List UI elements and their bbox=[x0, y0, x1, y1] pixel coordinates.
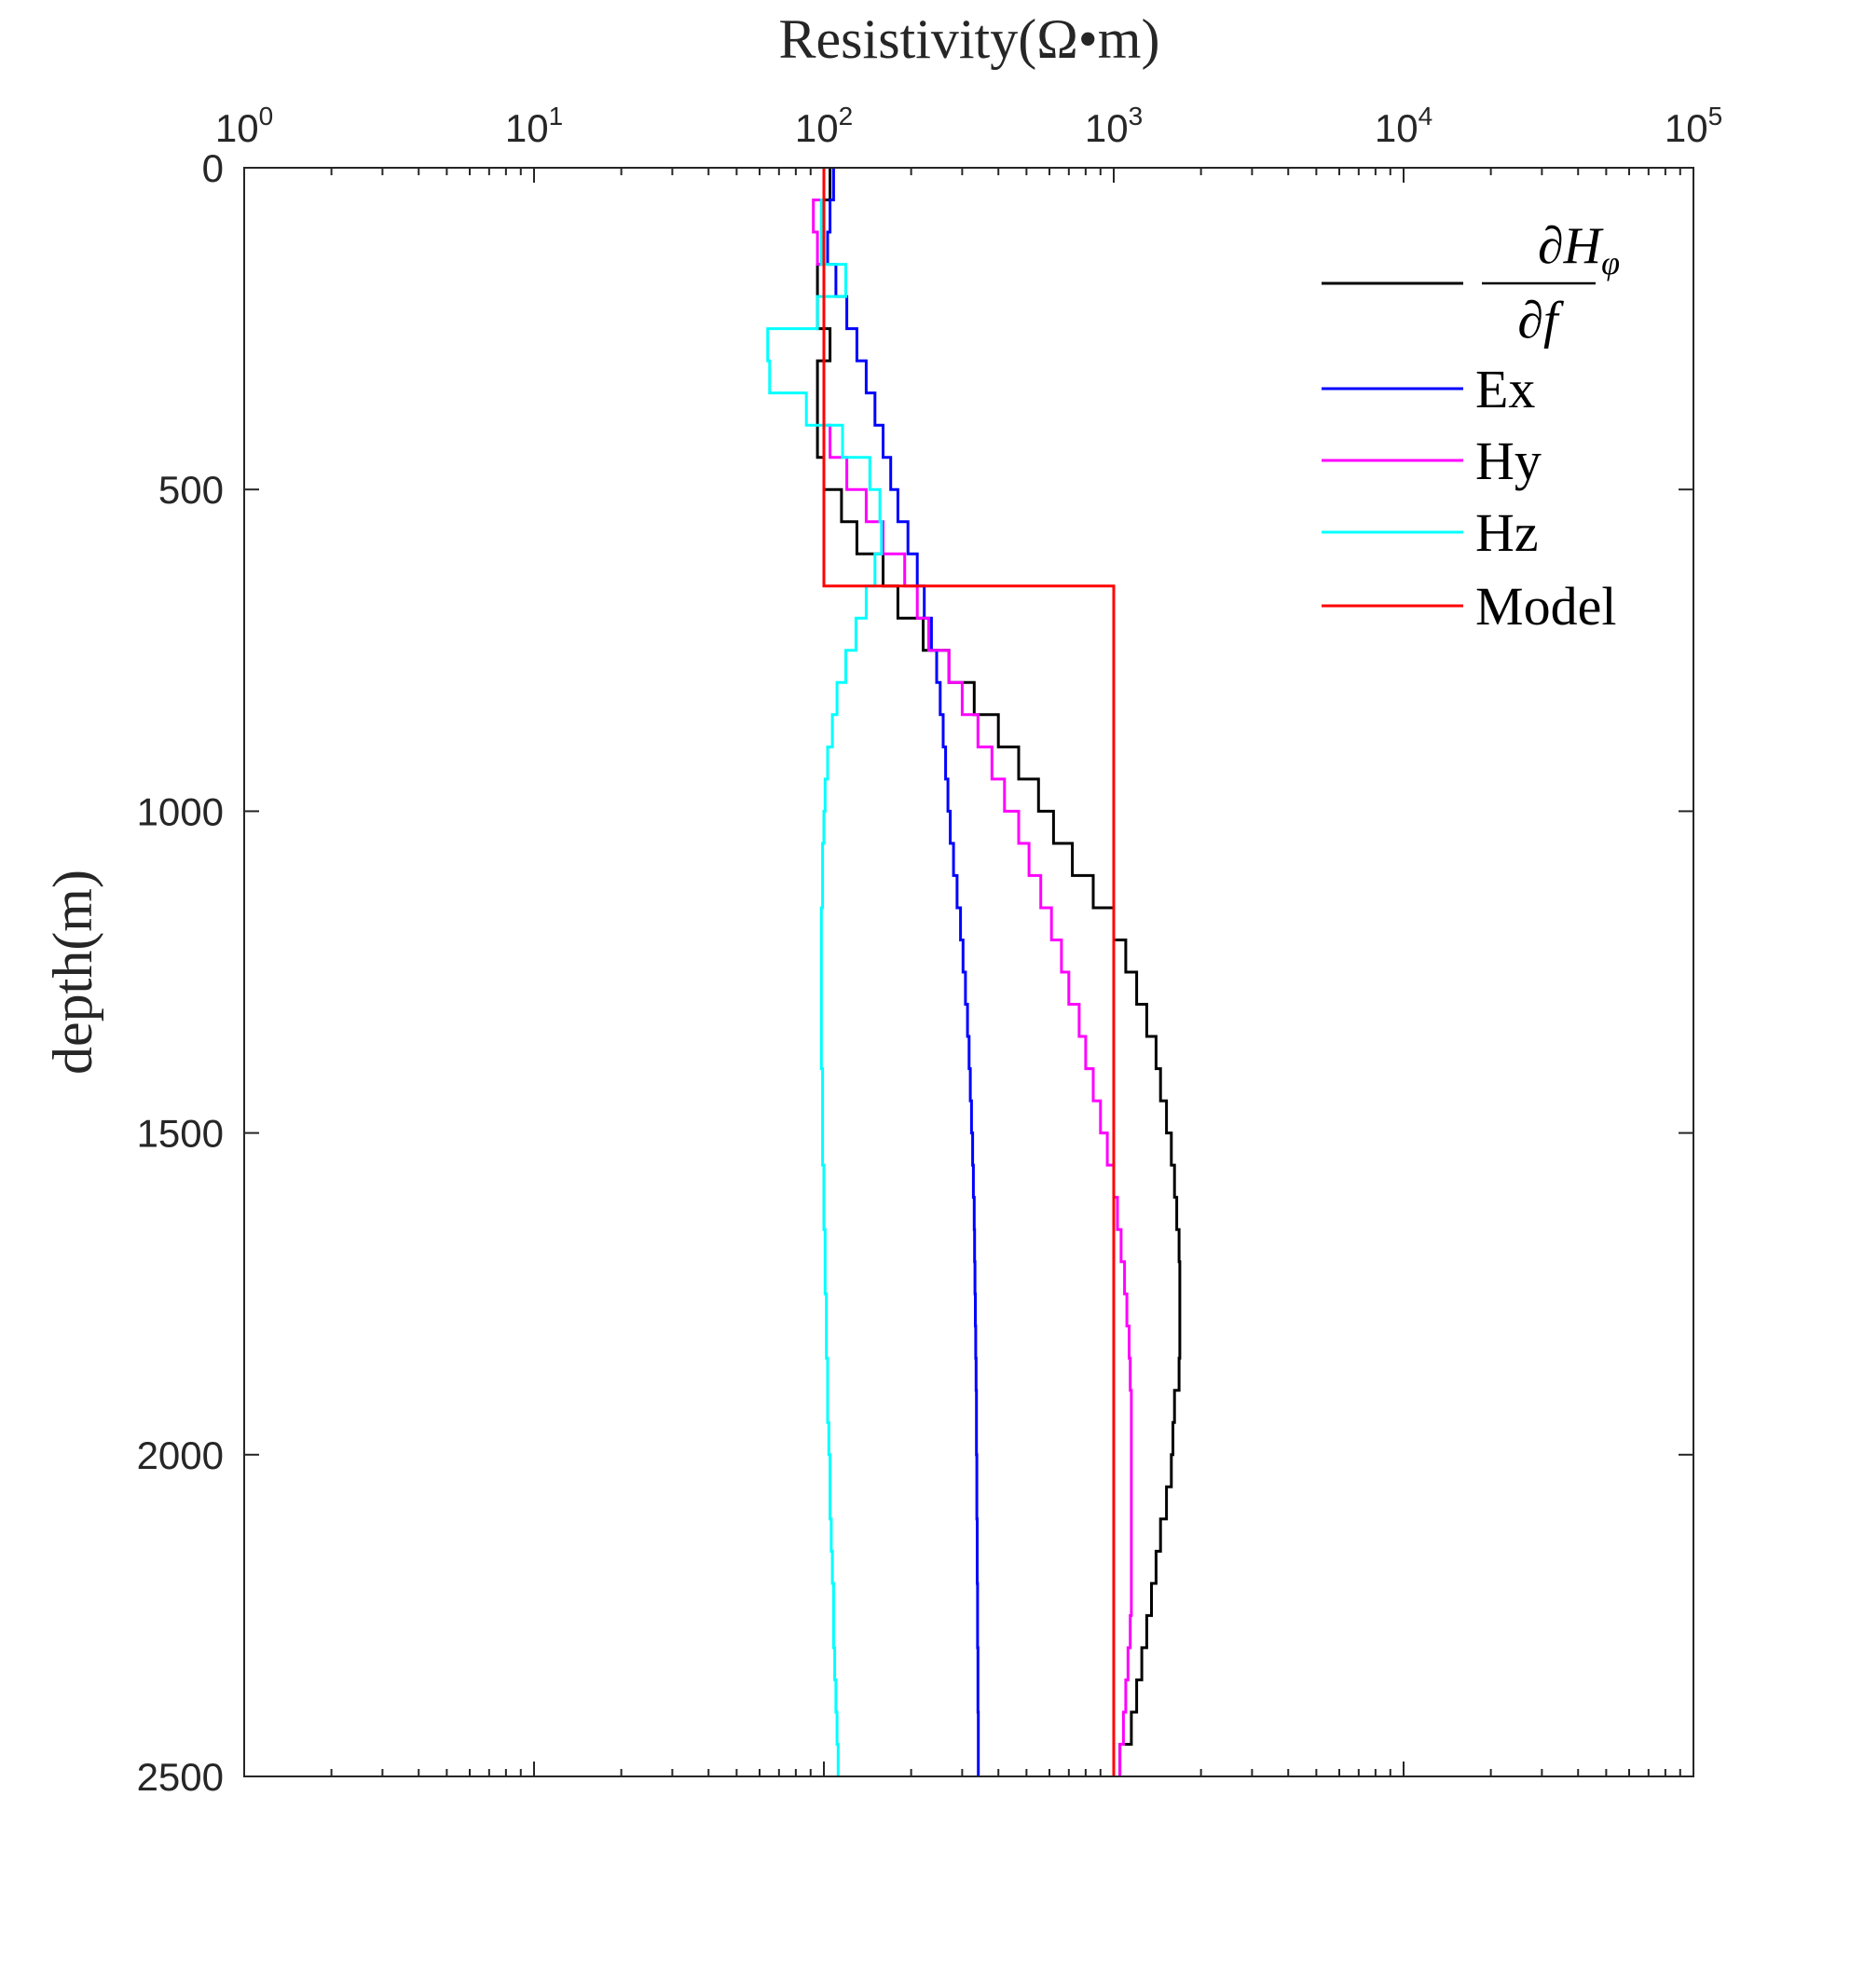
x-tick-labels: 100 101 102 103 104 105 bbox=[215, 102, 1722, 150]
x-tick-exponent: 0 bbox=[259, 102, 274, 130]
legend-label: Model bbox=[1475, 576, 1616, 637]
legend-box bbox=[1305, 200, 1678, 638]
x-tick-exponent: 5 bbox=[1708, 102, 1723, 130]
legend-subscript: φ bbox=[1601, 244, 1620, 281]
series-line-ex bbox=[826, 168, 980, 1776]
legend-numerator: ∂H bbox=[1538, 217, 1604, 275]
y-tick-label: 2000 bbox=[137, 1433, 224, 1477]
y-tick-label: 1000 bbox=[137, 789, 224, 833]
y-axis-title: depth(m) bbox=[42, 870, 103, 1075]
x-tick-base: 10 bbox=[505, 106, 549, 150]
y-tick-label: 2500 bbox=[137, 1755, 224, 1799]
x-tick-base: 10 bbox=[1085, 106, 1129, 150]
x-tick-base: 10 bbox=[1665, 106, 1708, 150]
legend-label: Hz bbox=[1475, 502, 1539, 563]
axis-ticks bbox=[243, 168, 1694, 1776]
series-line-model bbox=[822, 168, 1116, 1776]
x-tick-label: 102 bbox=[795, 102, 853, 150]
x-tick-label: 101 bbox=[505, 102, 563, 150]
legend-label: Hy bbox=[1475, 431, 1542, 491]
x-axis-title: Resistivity(Ω•m) bbox=[779, 8, 1160, 70]
x-tick-label: 104 bbox=[1375, 102, 1432, 150]
x-tick-label: 103 bbox=[1085, 102, 1143, 150]
x-tick-exponent: 4 bbox=[1419, 102, 1433, 130]
series-line-hy bbox=[812, 168, 1133, 1776]
legend-label-denominator: ∂f bbox=[1517, 292, 1565, 350]
series-line-dhphi-df bbox=[816, 168, 1182, 1776]
x-tick-exponent: 3 bbox=[1129, 102, 1144, 130]
x-tick-exponent: 1 bbox=[549, 102, 564, 130]
x-tick-base: 10 bbox=[1375, 106, 1419, 150]
plot-frame bbox=[243, 167, 1694, 1777]
y-tick-label: 1500 bbox=[137, 1112, 224, 1156]
legend: ∂Hφ ∂f Ex Hy Hz Model bbox=[1305, 200, 1678, 638]
legend-label: Ex bbox=[1475, 359, 1535, 419]
series-lines bbox=[766, 168, 1182, 1776]
x-tick-base: 10 bbox=[215, 106, 259, 150]
y-tick-label: 500 bbox=[158, 468, 224, 512]
x-tick-exponent: 2 bbox=[839, 102, 854, 130]
y-tick-labels: 0 500 1000 1500 2000 2500 bbox=[137, 146, 224, 1799]
x-tick-base: 10 bbox=[795, 106, 839, 150]
series-line-hz bbox=[766, 168, 884, 1776]
x-tick-label: 105 bbox=[1665, 102, 1722, 150]
y-tick-label: 0 bbox=[202, 146, 224, 190]
x-tick-label: 100 bbox=[215, 102, 273, 150]
legend-label-numerator: ∂Hφ bbox=[1538, 217, 1620, 281]
